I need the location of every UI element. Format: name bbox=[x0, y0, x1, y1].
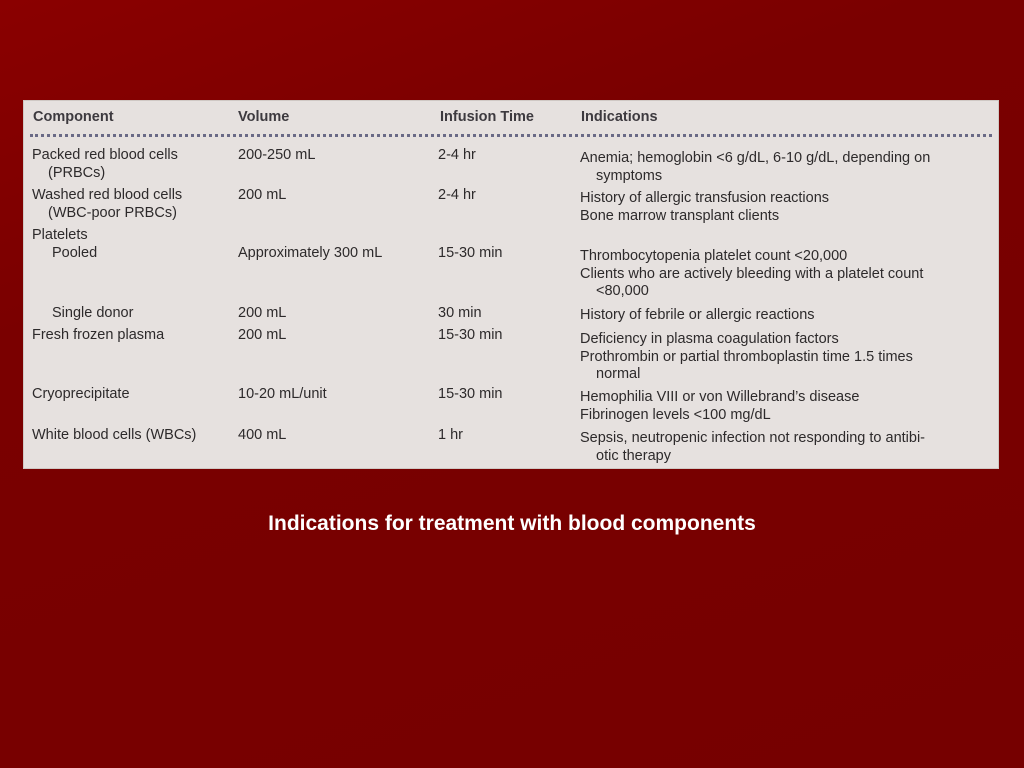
row-pooled-volume: Approximately 300 mL bbox=[238, 245, 383, 261]
row-ffp-time: 15-30 min bbox=[438, 327, 503, 343]
row-cryo-time: 15-30 min bbox=[438, 386, 503, 402]
header-component: Component bbox=[33, 109, 114, 125]
row-ffp-indications: Deficiency in plasma coagulation factors… bbox=[580, 331, 913, 382]
blood-components-table: Component Volume Infusion Time Indicatio… bbox=[24, 101, 998, 468]
row-cryo-indications: Hemophilia VIII or von Willebrand’s dise… bbox=[580, 389, 860, 423]
row-cryo-volume: 10-20 mL/unit bbox=[238, 386, 327, 402]
row-washed-indications: History of allergic transfusion reaction… bbox=[580, 190, 830, 224]
row-pooled-component: Pooled bbox=[52, 245, 98, 261]
row-prbc-time: 2-4 hr bbox=[438, 147, 476, 163]
row-single-donor-component: Single donor bbox=[52, 305, 134, 321]
row-single-donor-indications: History of febrile or allergic reactions bbox=[580, 307, 815, 323]
row-ffp-component: Fresh frozen plasma bbox=[32, 327, 165, 343]
row-prbc-component: Packed red blood cells (PRBCs) bbox=[32, 147, 178, 181]
header-divider bbox=[30, 134, 992, 137]
row-prbc-volume: 200-250 mL bbox=[238, 147, 316, 163]
row-platelets-heading: Platelets bbox=[32, 227, 88, 243]
header-volume: Volume bbox=[238, 109, 290, 125]
row-single-donor-volume: 200 mL bbox=[238, 305, 287, 321]
header-indications: Indications bbox=[581, 109, 658, 125]
row-washed-time: 2-4 hr bbox=[438, 187, 476, 203]
row-single-donor-time: 30 min bbox=[438, 305, 482, 321]
row-washed-volume: 200 mL bbox=[238, 187, 287, 203]
row-prbc-indications: Anemia; hemoglobin <6 g/dL, 6-10 g/dL, d… bbox=[580, 150, 931, 184]
row-wbc-indications: Sepsis, neutropenic infection not respon… bbox=[580, 430, 925, 464]
row-pooled-indications: Thrombocytopenia platelet count <20,000 … bbox=[580, 248, 924, 299]
row-cryo-component: Cryoprecipitate bbox=[32, 386, 130, 402]
row-wbc-component: White blood cells (WBCs) bbox=[32, 427, 197, 443]
slide-caption: Indications for treatment with blood com… bbox=[268, 512, 756, 535]
row-ffp-volume: 200 mL bbox=[238, 327, 287, 343]
row-wbc-time: 1 hr bbox=[438, 427, 463, 443]
row-washed-component: Washed red blood cells (WBC-poor PRBCs) bbox=[32, 187, 183, 221]
row-wbc-volume: 400 mL bbox=[238, 427, 287, 443]
row-pooled-time: 15-30 min bbox=[438, 245, 503, 261]
header-infusion-time: Infusion Time bbox=[440, 109, 534, 125]
